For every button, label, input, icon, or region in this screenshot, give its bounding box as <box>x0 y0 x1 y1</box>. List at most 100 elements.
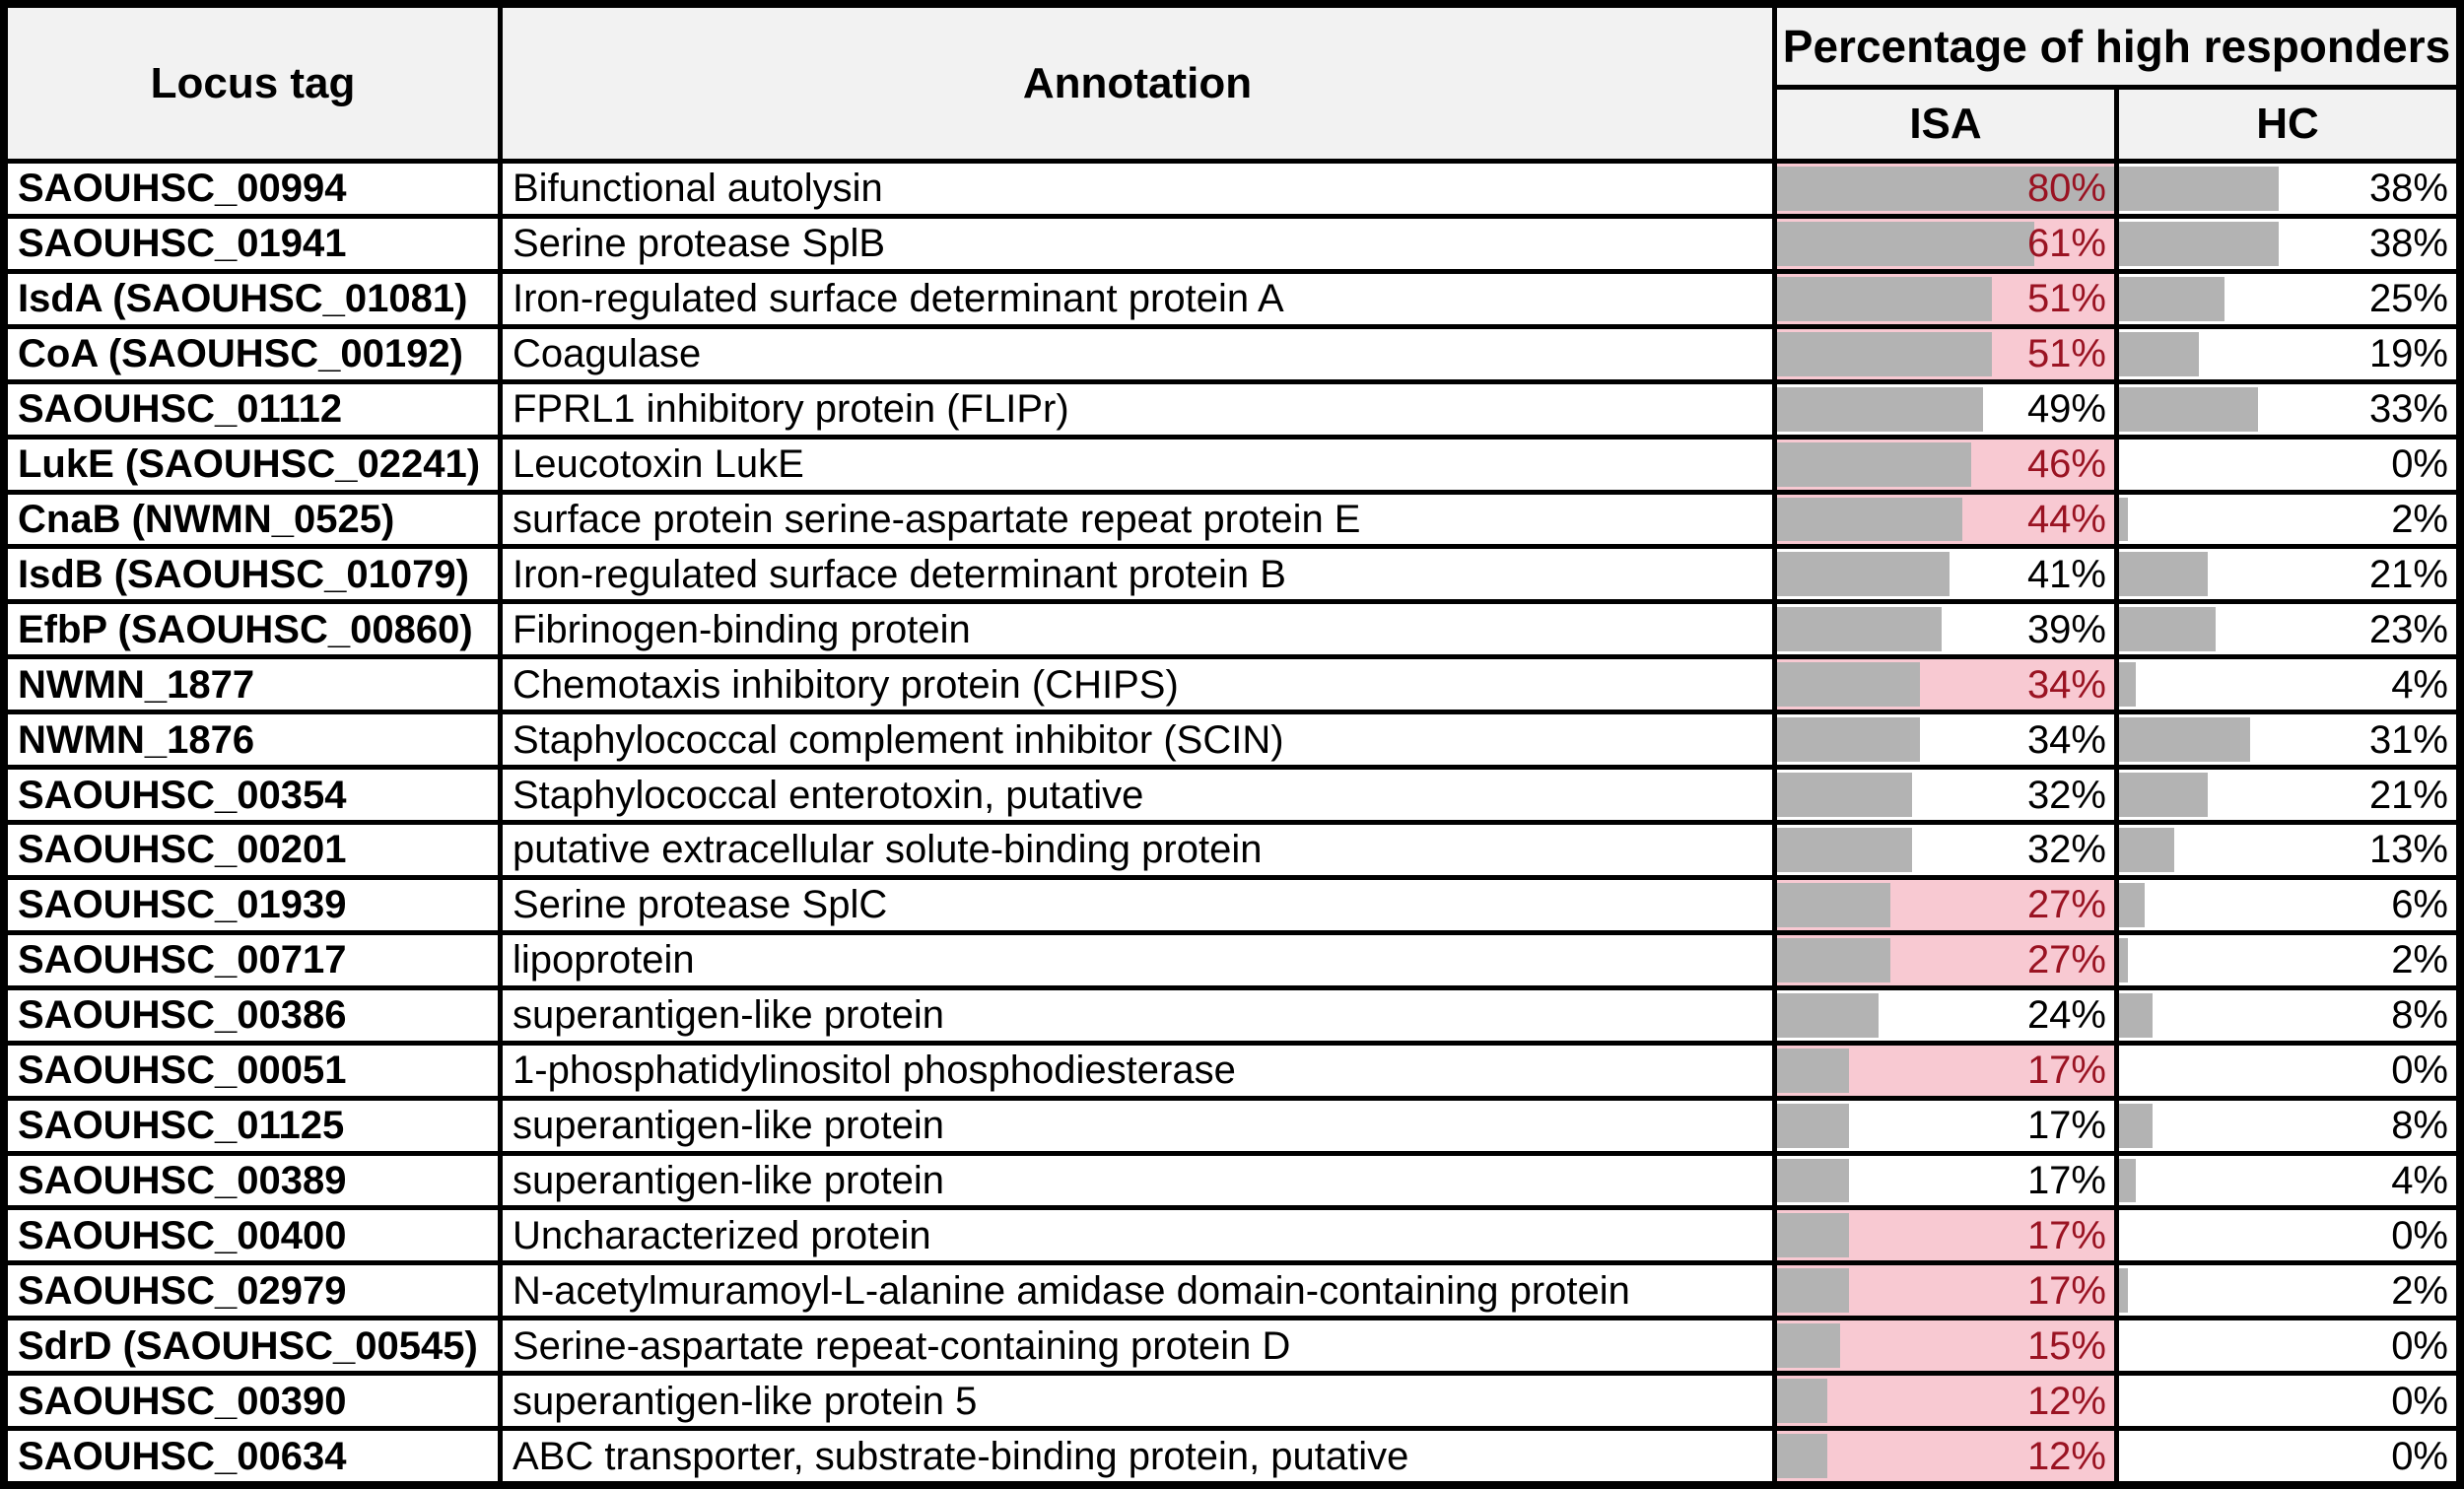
hc-value: 0% <box>2391 1323 2448 1368</box>
hc-bar <box>2119 386 2259 432</box>
annotation-cell: Iron-regulated surface determinant prote… <box>503 273 1772 324</box>
hc-value: 25% <box>2368 277 2448 321</box>
hc-percentage-cell: 0% <box>2119 1376 2456 1427</box>
hc-percentage-cell: 0% <box>2119 1320 2456 1372</box>
isa-percentage-cell: 12% <box>1777 1376 2114 1427</box>
locus-tag-cell: EfbP (SAOUHSC_00860) <box>8 604 498 655</box>
locus-tag-cell: SAOUHSC_00717 <box>8 934 498 985</box>
hc-value: 0% <box>2391 1379 2448 1423</box>
locus-tag-cell: SAOUHSC_01125 <box>8 1100 498 1151</box>
isa-value: 46% <box>2026 442 2106 487</box>
locus-tag-cell: NWMN_1876 <box>8 714 498 766</box>
isa-percentage-cell: 39% <box>1777 604 2114 655</box>
hc-percentage-cell: 13% <box>2119 825 2456 875</box>
annotation-cell: lipoprotein <box>503 934 1772 985</box>
hc-percentage-cell: 33% <box>2119 383 2456 435</box>
annotation-cell: Fibrinogen-binding protein <box>503 604 1772 655</box>
hc-column-header: HC <box>2119 90 2456 159</box>
isa-bar <box>1777 992 1879 1038</box>
locus-tag-cell: SAOUHSC_01941 <box>8 218 498 269</box>
hc-value: 21% <box>2368 773 2448 817</box>
hc-bar <box>2119 607 2217 652</box>
hc-bar <box>2119 167 2280 211</box>
hc-value: 23% <box>2368 607 2448 651</box>
isa-percentage-cell: 51% <box>1777 273 2114 324</box>
hc-value: 38% <box>2368 167 2448 211</box>
locus-tag-cell: SAOUHSC_00386 <box>8 989 498 1041</box>
hc-percentage-cell: 0% <box>2119 439 2456 490</box>
hc-value: 19% <box>2368 332 2448 376</box>
hc-percentage-cell: 4% <box>2119 1155 2456 1206</box>
annotation-cell: N-acetylmuramoyl-L-alanine amidase domai… <box>503 1265 1772 1317</box>
hc-value: 0% <box>2391 1049 2448 1093</box>
hc-percentage-cell: 4% <box>2119 659 2456 711</box>
isa-bar <box>1777 1434 1828 1478</box>
isa-value: 27% <box>2026 938 2106 982</box>
locus-tag-cell: SAOUHSC_01112 <box>8 383 498 435</box>
isa-percentage-cell: 46% <box>1777 439 2114 490</box>
isa-percentage-cell: 34% <box>1777 714 2114 766</box>
isa-value: 15% <box>2026 1323 2106 1368</box>
hc-bar <box>2119 882 2145 927</box>
isa-percentage-cell: 51% <box>1777 328 2114 379</box>
isa-percentage-cell: 24% <box>1777 989 2114 1041</box>
hc-percentage-cell: 0% <box>2119 1431 2456 1481</box>
hc-percentage-cell: 2% <box>2119 934 2456 985</box>
isa-percentage-cell: 27% <box>1777 934 2114 985</box>
isa-percentage-cell: 17% <box>1777 1210 2114 1261</box>
isa-percentage-cell: 17% <box>1777 1155 2114 1206</box>
hc-bar <box>2119 1268 2128 1314</box>
hc-value: 38% <box>2368 222 2448 266</box>
isa-percentage-cell: 32% <box>1777 825 2114 875</box>
isa-bar <box>1777 552 1951 597</box>
isa-bar <box>1777 1048 1849 1093</box>
hc-percentage-cell: 8% <box>2119 989 2456 1041</box>
hc-value: 13% <box>2368 828 2448 872</box>
annotation-cell: Serine-aspartate repeat-containing prote… <box>503 1320 1772 1372</box>
locus-tag-header: Locus tag <box>8 8 498 159</box>
isa-percentage-cell: 17% <box>1777 1045 2114 1096</box>
hc-bar <box>2119 276 2224 321</box>
isa-bar <box>1777 662 1921 708</box>
isa-bar <box>1777 386 1984 432</box>
annotation-cell: Chemotaxis inhibitory protein (CHIPS) <box>503 659 1772 711</box>
annotation-cell: Coagulase <box>503 328 1772 379</box>
hc-percentage-cell: 38% <box>2119 218 2456 269</box>
hc-value: 2% <box>2391 1268 2448 1313</box>
isa-value: 51% <box>2026 277 2106 321</box>
locus-tag-cell: SAOUHSC_00994 <box>8 164 498 214</box>
isa-bar <box>1777 1268 1849 1314</box>
isa-percentage-cell: 32% <box>1777 770 2114 820</box>
hc-value: 8% <box>2391 993 2448 1038</box>
isa-bar <box>1777 937 1891 982</box>
hc-percentage-cell: 8% <box>2119 1100 2456 1151</box>
locus-tag-cell: SAOUHSC_00201 <box>8 825 498 875</box>
hc-percentage-cell: 0% <box>2119 1210 2456 1261</box>
hc-value: 0% <box>2391 442 2448 487</box>
isa-percentage-cell: 49% <box>1777 383 2114 435</box>
isa-bar <box>1777 1379 1828 1424</box>
hc-value: 4% <box>2391 662 2448 707</box>
hc-percentage-cell: 25% <box>2119 273 2456 324</box>
annotation-cell: Iron-regulated surface determinant prote… <box>503 549 1772 600</box>
hc-bar <box>2119 1158 2137 1203</box>
isa-value: 61% <box>2026 222 2106 266</box>
hc-value: 2% <box>2391 497 2448 541</box>
isa-value: 32% <box>2026 773 2106 817</box>
annotation-cell: Serine protease SplB <box>503 218 1772 269</box>
hc-bar <box>2119 773 2208 817</box>
isa-value: 49% <box>2026 387 2106 432</box>
isa-value: 24% <box>2026 993 2106 1038</box>
hc-value: 4% <box>2391 1158 2448 1202</box>
locus-tag-cell: IsdB (SAOUHSC_01079) <box>8 549 498 600</box>
isa-value: 17% <box>2026 1268 2106 1313</box>
locus-tag-cell: SAOUHSC_00051 <box>8 1045 498 1096</box>
hc-percentage-cell: 38% <box>2119 164 2456 214</box>
hc-percentage-cell: 19% <box>2119 328 2456 379</box>
isa-bar <box>1777 221 2034 266</box>
isa-bar <box>1777 441 1971 487</box>
isa-bar <box>1777 717 1921 763</box>
isa-percentage-cell: 80% <box>1777 164 2114 214</box>
isa-value: 41% <box>2026 552 2106 596</box>
isa-value: 17% <box>2026 1104 2106 1148</box>
